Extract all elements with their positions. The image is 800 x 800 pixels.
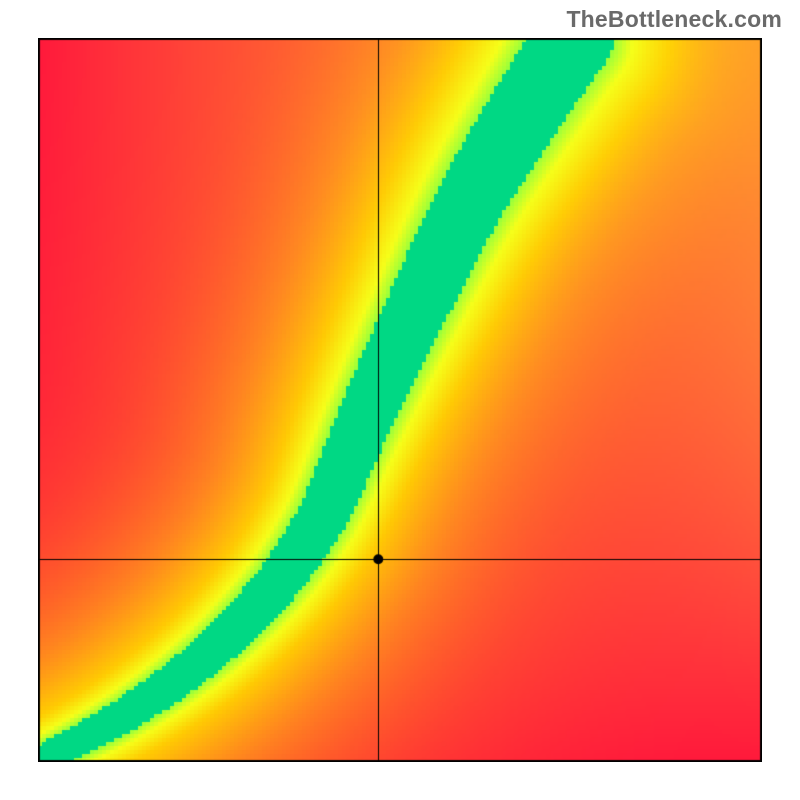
heatmap-canvas — [38, 38, 762, 762]
plot-area — [38, 38, 762, 762]
watermark-text: TheBottleneck.com — [566, 6, 782, 33]
chart-container: TheBottleneck.com — [0, 0, 800, 800]
